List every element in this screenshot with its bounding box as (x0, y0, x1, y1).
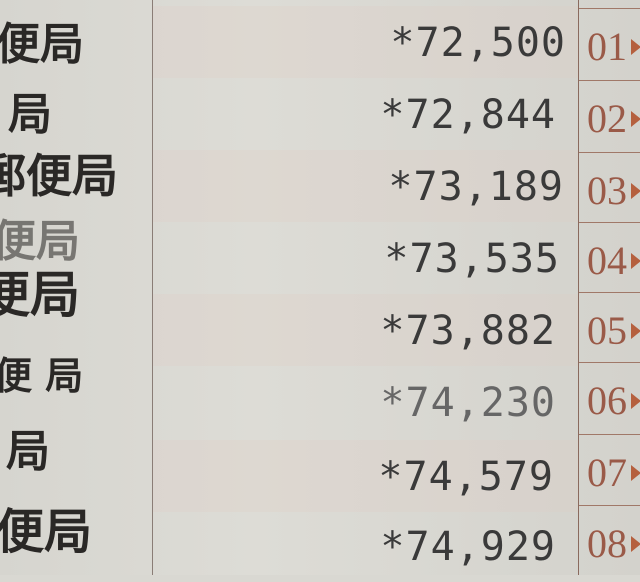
post-office-stamp: 便局 (0, 504, 93, 560)
balance-amount: *73,882 (380, 308, 556, 354)
row-number: 01 (587, 24, 627, 69)
triangle-marker-icon (631, 111, 640, 127)
row-number: 05 (587, 308, 627, 353)
row-number-cell: 03 (579, 152, 640, 225)
balance-amount: *74,929 (380, 524, 556, 570)
row-number: 07 (587, 450, 627, 495)
triangle-marker-icon (631, 393, 640, 409)
balance-amount: *73,535 (384, 236, 560, 282)
post-office-stamp: 郵便局 (0, 149, 118, 203)
row-number-cell: 02 (579, 80, 640, 153)
balance-amount: *72,844 (380, 92, 556, 138)
table-row: *74,929 (153, 510, 578, 582)
post-office-stamp: 便局 (0, 216, 80, 267)
row-number-cell: 04 (579, 222, 640, 295)
row-number: 06 (587, 378, 627, 423)
row-number: 03 (587, 168, 627, 213)
row-number-cell: 07 (579, 434, 640, 507)
triangle-marker-icon (631, 253, 640, 269)
balance-amount: *74,579 (378, 454, 554, 500)
post-office-stamp: 便局 (0, 265, 80, 324)
row-number-cell: 05 (579, 292, 640, 365)
post-office-stamp: 便局 (0, 19, 84, 70)
table-row: *73,535 (153, 222, 578, 294)
post-office-stamp: 便 局 (0, 353, 84, 398)
triangle-marker-icon (631, 183, 640, 199)
triangle-marker-icon (631, 323, 640, 339)
balance-amount: *73,189 (388, 164, 564, 210)
row-number-cell: 01 (579, 8, 640, 81)
table-row: *73,189 (153, 150, 578, 222)
table-row: *72,844 (153, 78, 578, 150)
table-row: *74,230 (153, 366, 578, 438)
row-number: 08 (587, 521, 627, 566)
table-row: *72,500 (153, 6, 578, 78)
balance-amount: *74,230 (380, 380, 556, 426)
table-row: *73,882 (153, 294, 578, 366)
row-number: 02 (587, 96, 627, 141)
row-number-column: 01 02 03 04 05 06 07 08 (579, 0, 640, 575)
post-office-stamp: 局 (6, 426, 50, 477)
row-number: 04 (587, 238, 627, 283)
balance-amount: *72,500 (390, 20, 566, 66)
stamp-column: 便局 局 郵便局 便局 便局 便 局 局 便局 (0, 0, 153, 575)
row-number-cell: 06 (579, 362, 640, 435)
triangle-marker-icon (631, 39, 640, 55)
triangle-marker-icon (631, 536, 640, 552)
row-number-cell: 08 (579, 505, 640, 578)
triangle-marker-icon (631, 465, 640, 481)
balance-column: *72,500 *72,844 *73,189 *73,535 *73,882 … (153, 0, 579, 575)
post-office-stamp: 局 (8, 89, 52, 140)
table-row: *74,579 (153, 440, 578, 512)
